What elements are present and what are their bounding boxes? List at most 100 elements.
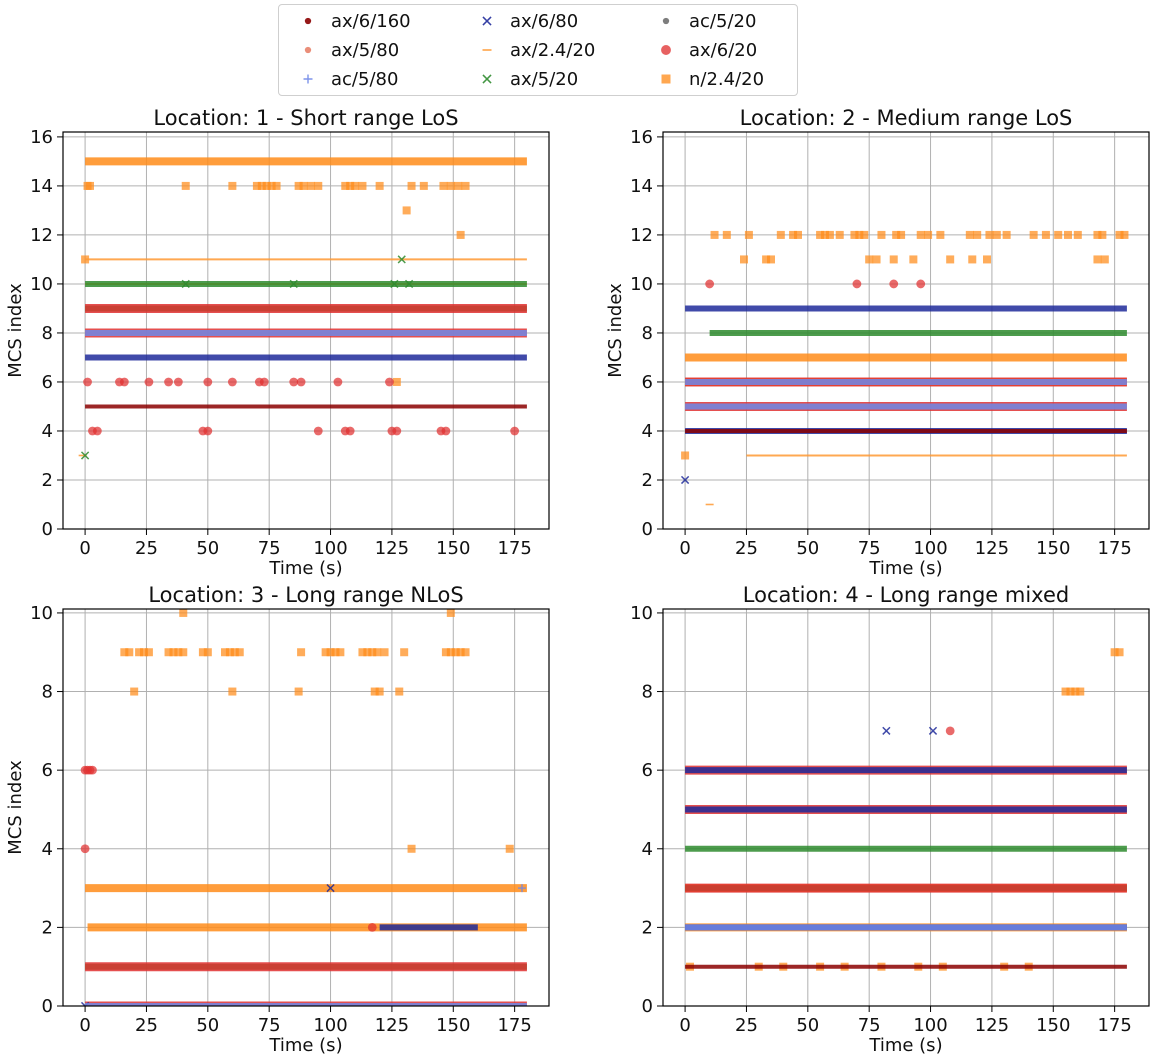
y-tick-label: 6 [642,760,653,781]
data-point [345,426,355,436]
data-point [336,648,345,657]
axes-frame [62,608,550,1007]
data-point [965,230,974,239]
data-point [390,279,399,289]
data-point [762,255,771,264]
data-point [144,648,153,657]
data-point [705,279,715,289]
data-point [1098,230,1107,239]
data-point [395,687,404,696]
data-point [314,181,323,190]
x-tick-label: 150 [1036,538,1070,559]
data-point [130,687,139,696]
y-tick-label: 8 [42,323,53,344]
x-tick-label: 50 [796,538,819,559]
data-point [375,181,384,190]
data-point [928,726,938,735]
legend-label: ax/2.4/20 [510,39,596,61]
legend-entry: ax/6/20 [651,36,757,64]
legend-label: ax/6/80 [510,10,579,32]
data-point [370,687,379,696]
y-tick-label: 6 [42,760,53,781]
x-tick-label: 25 [135,1015,158,1036]
data-point [889,255,898,264]
data-point [1054,230,1063,239]
data-point [368,648,377,657]
data-point [816,230,825,239]
data-point [173,377,183,387]
data-point [392,426,402,436]
data-point [992,230,1001,239]
data-point [681,451,690,460]
data-point [299,181,308,190]
x-tick-label: 0 [679,538,690,559]
data-point [267,181,276,190]
data-point [1093,255,1102,264]
data-point [852,279,862,289]
y-tick-label: 2 [42,470,53,491]
y-tick-label: 2 [42,917,53,938]
y-tick-label: 12 [630,225,653,246]
x-tick-label: 150 [436,538,470,559]
data-point [821,230,829,239]
data-point [661,45,671,55]
data-point [482,74,492,84]
data-point [228,687,237,696]
data-point [119,377,129,387]
subplot-1: 0 25 50 75 100 125 150 175 0 2 4 6 8 10 12 14 16 Location… [5,106,550,579]
data-point [865,255,874,264]
y-tick-label: 8 [642,682,653,703]
plot-area [63,609,549,1006]
x-tick-label: 125 [975,1015,1009,1036]
y-tick-label: 16 [630,127,653,148]
data-point [680,475,690,485]
data-point [326,648,335,657]
y-axis-label: MCS index [605,283,626,378]
x-tick-label: 100 [313,1015,347,1036]
legend-entry: ax/5/80 [293,36,399,64]
data-point [710,230,719,239]
data-point [181,279,190,289]
x-axis-label: Time (s) [268,558,342,579]
data-point [946,255,955,264]
series-ax-2-4-20 [705,454,1127,506]
data-point [1115,230,1124,239]
x-axis-label: Time (s) [868,558,942,579]
x-tick-label: 175 [1097,1015,1131,1036]
data-point [296,377,306,387]
y-tick-label: 2 [642,917,653,938]
data-point [375,687,384,696]
x-tick-label: 175 [1097,538,1131,559]
data-point [662,17,670,25]
data-point [402,206,411,215]
y-tick-label: 10 [30,603,53,624]
legend-marker-icon [482,16,492,26]
data-point [306,181,315,190]
x-tick-label: 175 [497,1015,531,1036]
data-point [346,181,355,190]
data-point [451,648,460,657]
data-point [92,426,102,436]
data-layer [685,648,1127,971]
y-axis-label: MCS index [5,760,26,855]
x-tick-label: 25 [735,538,758,559]
data-point [909,255,918,264]
subplot-title: Location: 2 - Medium range LoS [740,106,1073,130]
data-point [230,648,239,657]
data-point [882,726,891,735]
data-point [380,648,389,657]
x-axis-label: Time (s) [868,1035,942,1056]
data-point [1076,687,1085,696]
data-point [794,230,802,239]
axes-frame [662,131,1150,530]
data-point [83,377,92,387]
axes-frame [662,608,1150,1007]
data-point [179,648,188,657]
data-point [1115,648,1124,657]
legend-entry: ax/6/160 [293,7,411,35]
subplot-4: 0 25 50 75 100 125 150 175 0 2 4 6 8 10 Location: 4 - … [630,583,1150,1056]
data-point [407,181,416,190]
data-point [510,426,520,436]
x-tick-label: 75 [258,538,281,559]
